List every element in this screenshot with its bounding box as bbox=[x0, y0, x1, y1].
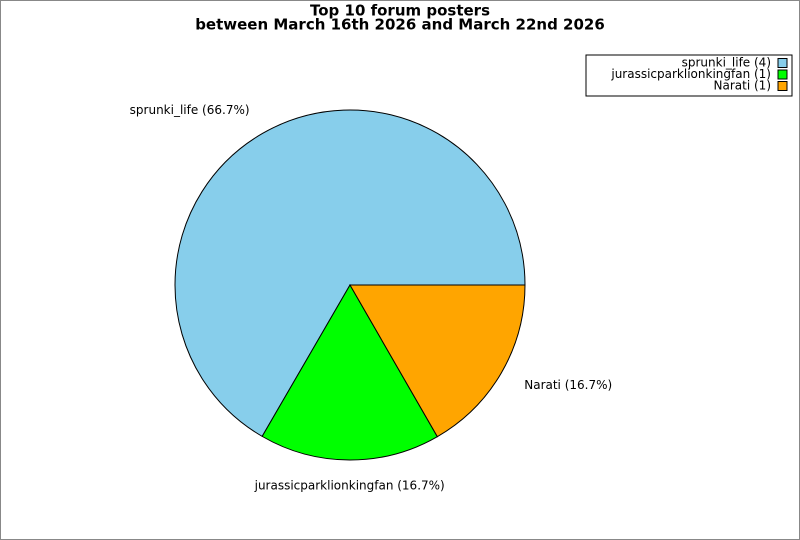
legend-box bbox=[585, 54, 793, 97]
legend-label: Narati (1) bbox=[714, 79, 771, 93]
chart-subtitle: between March 16th 2026 and March 22nd 2… bbox=[195, 16, 605, 34]
legend-swatch bbox=[777, 69, 788, 80]
pie-slice bbox=[261, 284, 439, 461]
slice-label: jurassicparklionkingfan (16.7%) bbox=[254, 479, 445, 493]
legend-label: jurassicparklionkingfan (1) bbox=[610, 67, 771, 81]
chart-title: Top 10 forum posters bbox=[310, 2, 490, 20]
legend-swatch bbox=[777, 58, 788, 68]
pie-slice bbox=[174, 109, 526, 438]
slice-label: sprunki_life (66.7%) bbox=[130, 103, 250, 117]
legend-label: sprunki_life (4) bbox=[682, 56, 771, 70]
slice-label: Narati (16.7%) bbox=[524, 378, 612, 392]
legend-swatch bbox=[777, 81, 788, 91]
pie-slice bbox=[349, 284, 526, 438]
